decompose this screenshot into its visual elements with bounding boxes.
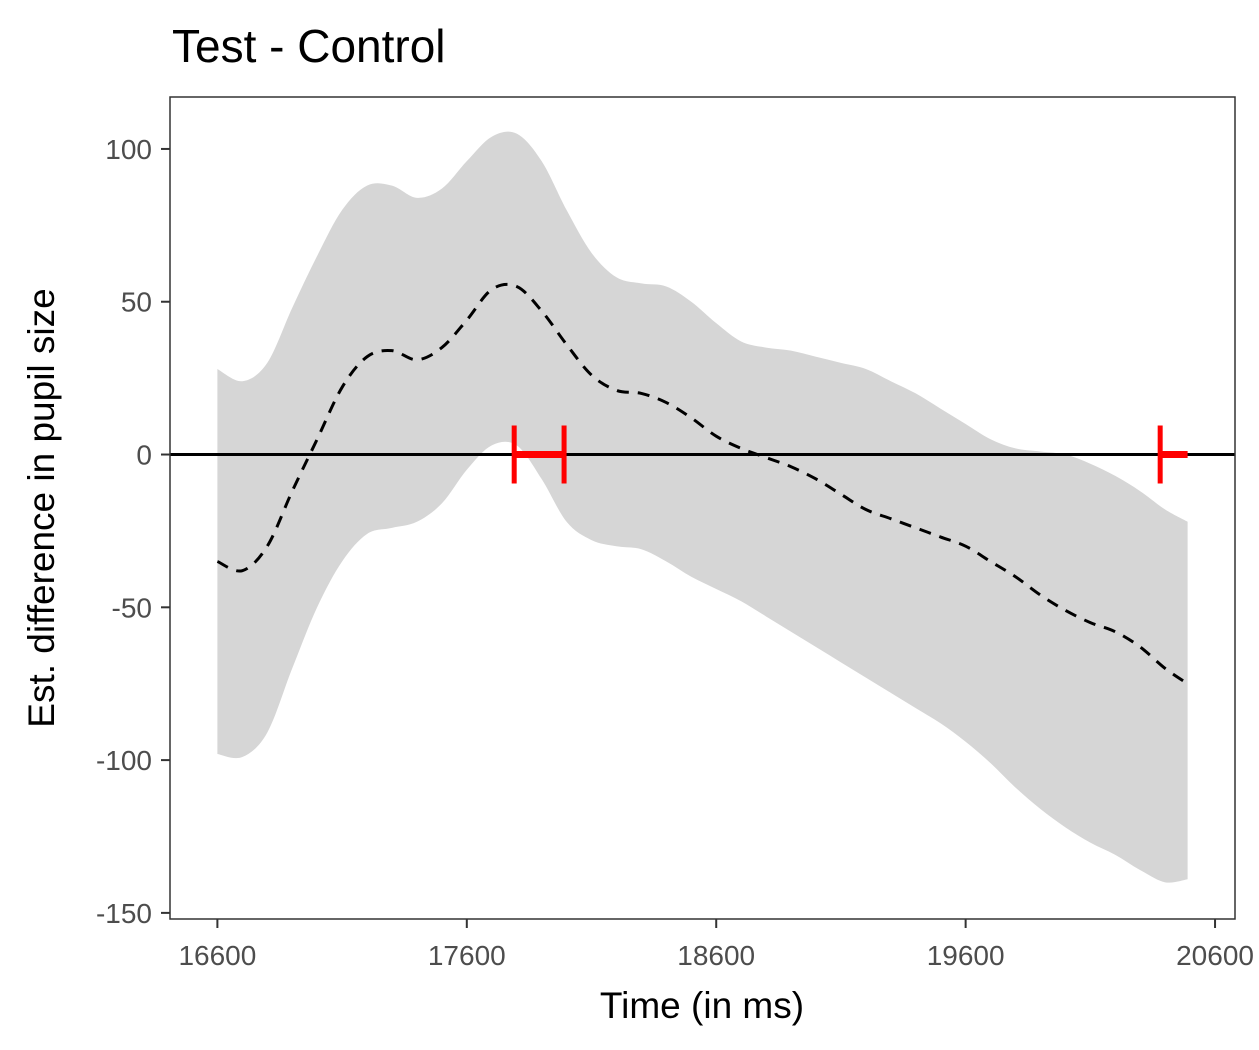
y-tick-label--150: -150 [96, 898, 152, 929]
y-tick-label-100: 100 [105, 134, 152, 165]
confidence-band [217, 131, 1188, 883]
x-tick-label-19600: 19600 [927, 940, 1005, 971]
chart-title: Test - Control [172, 20, 446, 72]
x-tick-label-16600: 16600 [178, 940, 256, 971]
estimate-line [216, 282, 1189, 685]
x-tick-label-18600: 18600 [677, 940, 755, 971]
y-axis-label: Est. difference in pupil size [21, 288, 62, 727]
y-tick-label--100: -100 [96, 745, 152, 776]
y-tick-label-0: 0 [136, 440, 152, 471]
y-tick-label--50: -50 [112, 592, 152, 623]
x-tick-label-17600: 17600 [428, 940, 506, 971]
x-tick-label-20600: 20600 [1176, 940, 1254, 971]
plot-area: 16600 17600 18600 19600 20600 -150 -100 -50 0 50 1… [96, 96, 1254, 971]
y-tick-label-50: 50 [121, 287, 152, 318]
plot-panel-border [169, 96, 1236, 920]
x-axis-label: Time (in ms) [600, 985, 804, 1026]
